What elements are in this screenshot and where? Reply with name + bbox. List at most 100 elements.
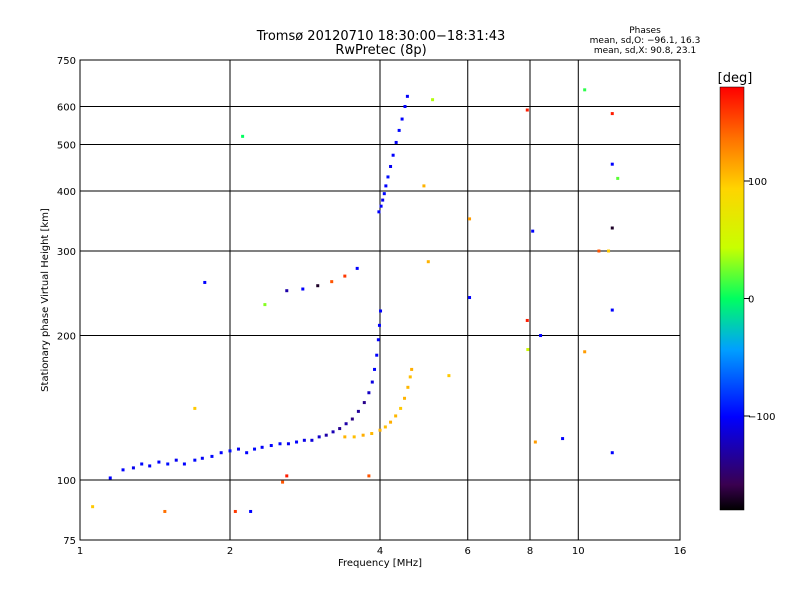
y-tick-label: 200 — [57, 332, 76, 343]
data-point — [344, 422, 348, 426]
data-point — [408, 375, 412, 379]
data-point — [91, 505, 95, 509]
data-point — [356, 409, 360, 413]
x-tick-label: 4 — [377, 546, 383, 557]
y-tick-label: 600 — [57, 103, 76, 114]
data-point — [203, 280, 207, 284]
x-tick-label: 6 — [465, 546, 471, 557]
data-point — [389, 164, 393, 168]
data-point — [394, 140, 398, 144]
y-axis-ticks: 75 100 200 300 400 500 600 750 — [57, 56, 76, 547]
data-point — [260, 445, 264, 449]
data-point — [148, 464, 152, 468]
data-point — [182, 462, 186, 466]
data-point — [379, 204, 383, 208]
data-point — [249, 509, 253, 513]
data-point — [193, 458, 197, 462]
data-point — [375, 353, 379, 357]
data-point — [400, 117, 404, 121]
data-point — [121, 468, 125, 472]
data-point — [355, 266, 359, 270]
x-tick-label: 10 — [572, 546, 585, 557]
data-point — [583, 350, 587, 354]
data-point — [410, 367, 414, 371]
chart-subtitle: RwPretec (8p) — [335, 43, 426, 58]
data-point — [233, 509, 237, 513]
data-point — [381, 198, 385, 202]
data-point — [295, 440, 299, 444]
y-axis-label: Stationary phase Virtual Height [km] — [40, 208, 51, 392]
data-point — [526, 348, 530, 352]
y-tick-label: 500 — [57, 141, 76, 152]
y-tick-label: 100 — [57, 476, 76, 487]
data-point — [616, 176, 620, 180]
data-point — [431, 98, 435, 102]
data-point — [531, 229, 535, 233]
y-tick-label: 400 — [57, 187, 76, 198]
data-point — [131, 466, 135, 470]
data-point — [200, 456, 204, 460]
data-point — [610, 451, 614, 455]
x-axis-label: Frequency [MHz] — [338, 558, 422, 569]
data-point — [382, 192, 386, 196]
data-point — [241, 134, 245, 138]
data-point — [263, 303, 267, 307]
data-point — [389, 420, 393, 424]
x-tick-label: 8 — [527, 546, 533, 557]
data-point — [610, 308, 614, 312]
data-point — [370, 432, 374, 436]
data-point — [379, 309, 383, 313]
data-point — [174, 458, 178, 462]
data-point — [377, 210, 381, 214]
data-point — [539, 334, 543, 338]
data-point — [108, 476, 112, 480]
stats-line-o: mean, sd,O: −96.1, 16.3 — [590, 36, 701, 46]
data-point — [285, 289, 289, 293]
data-point — [253, 447, 257, 451]
data-point — [525, 318, 529, 322]
data-point — [286, 442, 290, 446]
data-point — [317, 435, 321, 439]
data-point — [269, 444, 273, 448]
data-point — [597, 249, 601, 253]
colorbar-tick-label: 100 — [748, 177, 767, 188]
data-point — [285, 474, 289, 478]
data-point — [373, 367, 377, 371]
data-point — [397, 128, 401, 132]
data-point — [367, 474, 371, 478]
data-point — [362, 401, 366, 405]
data-point — [278, 442, 282, 446]
data-point — [583, 88, 587, 92]
y-tick-label: 300 — [57, 247, 76, 258]
data-point — [310, 438, 314, 442]
x-tick-label: 1 — [77, 546, 83, 557]
y-tick-label: 750 — [57, 56, 76, 67]
colorbar-ticks: 100 0 −100 — [744, 177, 775, 423]
data-point — [610, 162, 614, 166]
data-point — [422, 184, 426, 188]
data-point — [610, 112, 614, 116]
data-point — [383, 425, 387, 429]
data-point — [330, 280, 334, 284]
colorbar — [719, 86, 745, 511]
data-point — [399, 406, 403, 410]
data-point — [405, 94, 409, 98]
data-point — [210, 454, 214, 458]
data-point — [302, 438, 306, 442]
data-point — [377, 323, 381, 327]
stats-heading: Phases — [629, 26, 661, 36]
data-point — [403, 105, 407, 109]
data-point — [391, 153, 395, 157]
data-point — [610, 226, 614, 230]
data-point — [561, 437, 565, 441]
data-point — [219, 451, 223, 455]
colorbar-unit-label: [deg] — [718, 71, 753, 86]
data-point — [228, 449, 232, 453]
x-tick-label: 2 — [227, 546, 233, 557]
data-point — [447, 374, 451, 378]
data-point — [533, 440, 537, 444]
data-point — [386, 175, 390, 179]
data-point — [343, 274, 347, 278]
data-point — [316, 284, 320, 288]
